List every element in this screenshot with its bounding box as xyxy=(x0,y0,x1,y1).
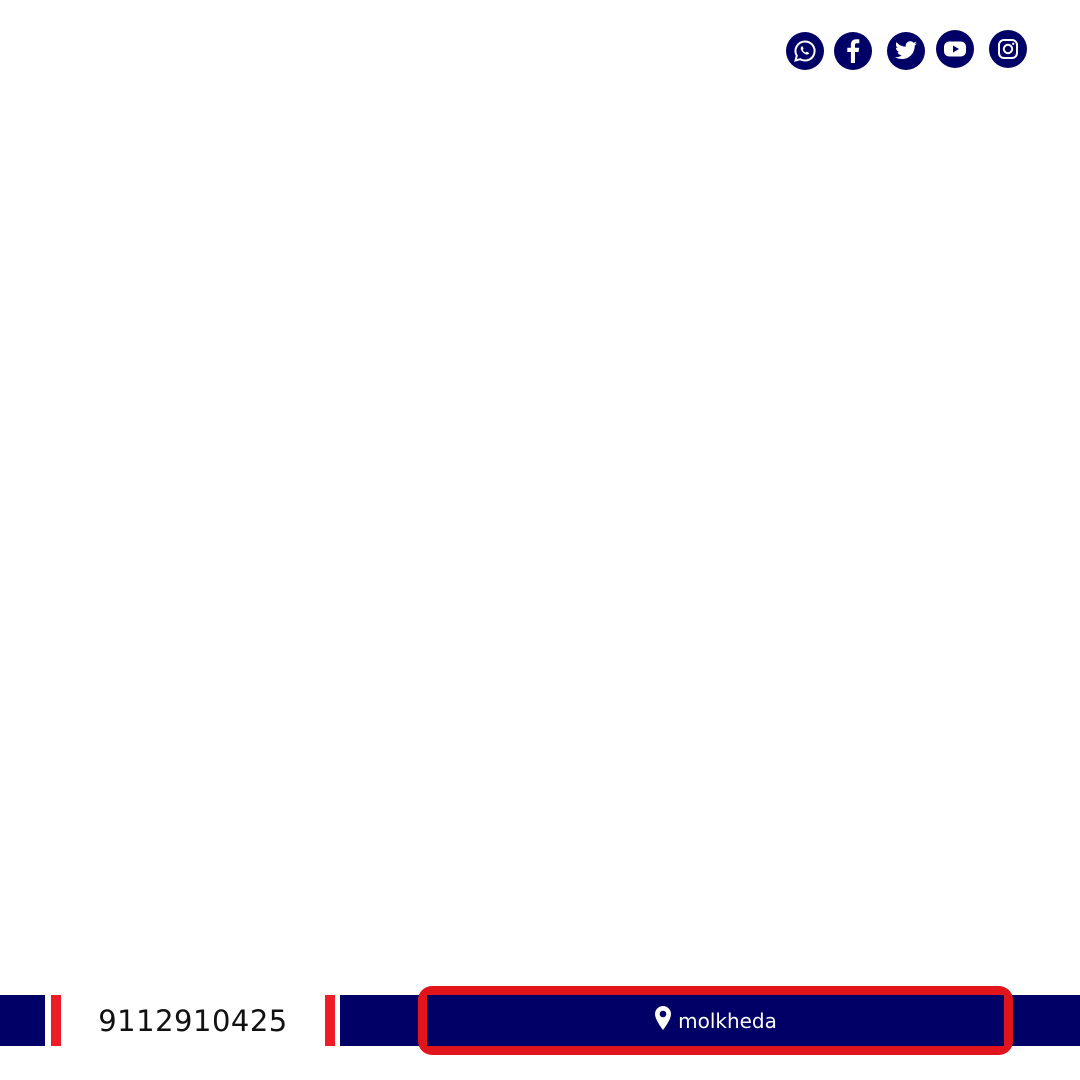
youtube-icon[interactable] xyxy=(936,30,974,68)
whatsapp-icon[interactable] xyxy=(786,32,824,70)
map-pin-icon xyxy=(654,1005,672,1031)
location-block: molkheda xyxy=(427,995,1004,1046)
footer-bar-left xyxy=(0,995,45,1046)
facebook-icon[interactable] xyxy=(834,32,872,70)
footer-red-stripe xyxy=(51,995,61,1046)
instagram-icon[interactable] xyxy=(989,30,1027,68)
twitter-icon[interactable] xyxy=(887,32,925,70)
phone-number: 9112910425 xyxy=(98,1003,288,1038)
social-icons xyxy=(786,30,1030,74)
location-label: molkheda xyxy=(678,1008,777,1033)
footer-red-stripe xyxy=(325,995,335,1046)
